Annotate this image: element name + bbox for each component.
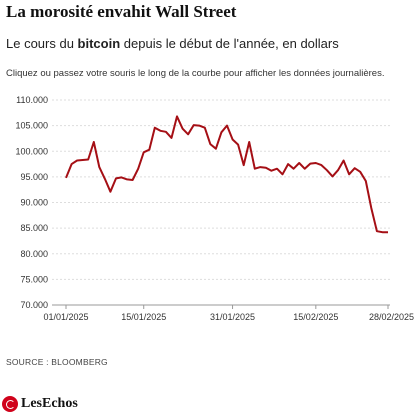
chart-title: La morosité envahit Wall Street — [6, 2, 237, 21]
x-tick-label: 01/01/2025 — [43, 312, 88, 322]
x-tick-label: 31/01/2025 — [210, 312, 255, 322]
x-tick-label: 15/02/2025 — [293, 312, 338, 322]
chart-subtitle: Le cours du bitcoin depuis le début de l… — [6, 35, 339, 53]
subtitle-bold: bitcoin — [77, 36, 121, 51]
bitcoin-line-chart[interactable]: 70.000 75.000 80.000 85.000 90.000 95.000 100.… — [0, 88, 418, 328]
y-tick-label: 80.000 — [20, 249, 48, 259]
y-tick-label: 85.000 — [20, 223, 48, 233]
source-note: SOURCE : BLOOMBERG — [6, 357, 108, 367]
subtitle-suffix: depuis le début de l'année, en dollars — [120, 36, 339, 51]
x-tick-label: 28/02/2025 — [369, 312, 414, 322]
y-tick-label: 100.000 — [15, 146, 48, 156]
x-axis: 01/01/2025 15/01/2025 31/01/2025 15/02/2025… — [43, 305, 414, 322]
les-echos-logo-icon — [2, 396, 18, 412]
logo-text: LesEchos — [21, 396, 78, 411]
subtitle-prefix: Le cours du — [6, 36, 78, 51]
bitcoin-price-line[interactable] — [65, 115, 388, 234]
y-tick-label: 70.000 — [20, 300, 48, 310]
y-tick-label: 110.000 — [16, 95, 48, 105]
y-tick-label: 90.000 — [20, 198, 48, 208]
grid-layer: 70.000 75.000 80.000 85.000 90.000 95.000 100.… — [15, 95, 390, 310]
les-echos-logo: LesEchos — [2, 396, 78, 412]
x-tick-label: 15/01/2025 — [121, 312, 166, 322]
y-tick-label: 105.000 — [15, 121, 48, 131]
interaction-hint: Cliquez ou passez votre souris le long d… — [6, 68, 385, 79]
series-layer[interactable] — [65, 115, 389, 234]
y-tick-label: 95.000 — [20, 172, 48, 182]
y-tick-label: 75.000 — [20, 274, 48, 284]
